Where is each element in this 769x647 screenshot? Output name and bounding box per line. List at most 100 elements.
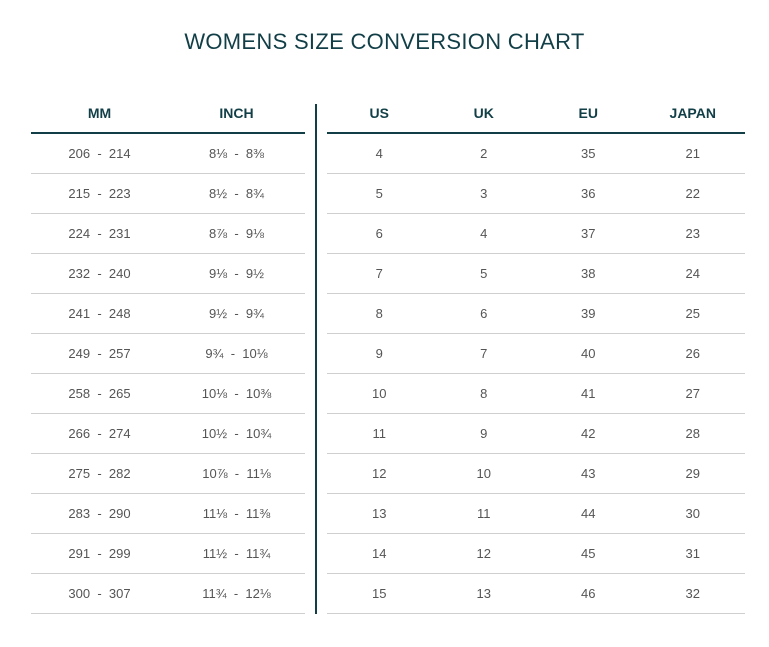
page-title: WOMENS SIZE CONVERSION CHART [184,29,585,54]
cell-us: 9 [375,346,383,361]
cell-eu: 45 [581,546,596,561]
cell-mm: 283 - 290 [68,506,131,521]
cell-inch: 11½ - 11¾ [202,546,271,561]
cell-mm: 300 - 307 [68,586,131,601]
cell-japan: 27 [685,386,700,401]
cell-japan: 24 [685,266,700,281]
cell-us: 10 [372,386,387,401]
cell-inch: 10⅛ - 10⅜ [201,386,272,401]
cell-uk: 7 [480,346,488,361]
header-mm: MM [87,105,112,121]
cell-eu: 39 [581,306,596,321]
cell-uk: 2 [480,146,488,161]
cell-uk: 9 [480,426,488,441]
cell-eu: 37 [581,226,596,241]
cell-mm: 232 - 240 [68,266,131,281]
table-row: 232 - 240 9⅛ - 9½ [31,254,305,294]
cell-us: 7 [375,266,383,281]
cell-uk: 5 [480,266,488,281]
table-row: 206 - 214 8⅛ - 8⅜ [31,134,305,174]
cell-inch: 10⅞ - 11⅛ [202,466,271,481]
cell-eu: 43 [581,466,596,481]
table-row: 7 5 38 24 [327,254,745,294]
cell-inch: 11⅛ - 11⅜ [202,506,271,521]
cell-mm: 241 - 248 [68,306,131,321]
table-row: 300 - 307 11¾ - 12⅛ [31,574,305,614]
table-row: 275 - 282 10⅞ - 11⅛ [31,454,305,494]
cell-us: 11 [372,426,387,441]
header-japan: JAPAN [669,105,716,121]
cell-japan: 21 [685,146,700,161]
cell-uk: 13 [476,586,491,601]
cell-japan: 25 [685,306,700,321]
table-row: 249 - 257 9¾ - 10⅛ [31,334,305,374]
cell-inch: 9½ - 9¾ [209,306,264,321]
table-row: 15 13 46 32 [327,574,745,614]
header-inch: INCH [219,105,254,121]
cell-japan: 22 [685,186,700,201]
cell-us: 6 [375,226,383,241]
table-header: US UK EU JAPAN [327,94,745,134]
cell-inch: 8⅛ - 8⅜ [209,146,264,161]
header-uk: UK [473,105,494,121]
cell-us: 8 [375,306,383,321]
column-divider [315,104,317,614]
cell-inch: 10½ - 10¾ [201,426,272,441]
cell-us: 5 [375,186,383,201]
cell-eu: 35 [581,146,596,161]
table-row: 291 - 299 11½ - 11¾ [31,534,305,574]
cell-us: 13 [372,506,387,521]
cell-mm: 291 - 299 [68,546,131,561]
cell-inch: 8⅞ - 9⅛ [209,226,264,241]
cell-eu: 46 [581,586,596,601]
cell-uk: 8 [480,386,488,401]
table-row: 10 8 41 27 [327,374,745,414]
cell-eu: 42 [581,426,596,441]
table-row: 8 6 39 25 [327,294,745,334]
cell-inch: 9¾ - 10⅛ [205,346,268,361]
table-row: 258 - 265 10⅛ - 10⅜ [31,374,305,414]
cell-eu: 44 [581,506,596,521]
cell-japan: 28 [685,426,700,441]
cell-us: 12 [372,466,387,481]
table-body: 4 2 35 21 5 3 36 22 6 4 37 23 7 5 38 24 8 6 39 25 9 7 40 26 10 8 4… [327,134,745,614]
cell-japan: 32 [685,586,700,601]
table-row: 266 - 274 10½ - 10¾ [31,414,305,454]
table-row: 11 9 42 28 [327,414,745,454]
table-row: 12 10 43 29 [327,454,745,494]
header-eu: EU [578,105,598,121]
cell-uk: 4 [480,226,488,241]
cell-uk: 3 [480,186,488,201]
cell-japan: 29 [685,466,700,481]
header-us: US [369,105,389,121]
table-row: 283 - 290 11⅛ - 11⅜ [31,494,305,534]
cell-inch: 8½ - 8¾ [209,186,264,201]
table-row: 13 11 44 30 [327,494,745,534]
cell-inch: 9⅛ - 9½ [209,266,264,281]
table-row: 14 12 45 31 [327,534,745,574]
cell-mm: 206 - 214 [68,146,131,161]
cell-mm: 275 - 282 [68,466,131,481]
table-row: 5 3 36 22 [327,174,745,214]
cell-us: 15 [372,586,387,601]
cell-uk: 10 [476,466,491,481]
size-table-mm-inch: MM INCH 206 - 214 8⅛ - 8⅜ 215 - 223 8½ - 8¾… [31,94,305,614]
table-row: 6 4 37 23 [327,214,745,254]
cell-japan: 26 [685,346,700,361]
cell-us: 4 [375,146,383,161]
cell-mm: 224 - 231 [68,226,131,241]
cell-mm: 249 - 257 [68,346,131,361]
cell-uk: 12 [476,546,491,561]
cell-us: 14 [372,546,387,561]
cell-eu: 40 [581,346,596,361]
table-header: MM INCH [31,94,305,134]
cell-uk: 11 [477,506,491,521]
table-row: 241 - 248 9½ - 9¾ [31,294,305,334]
table-row: 224 - 231 8⅞ - 9⅛ [31,214,305,254]
size-table-us-uk-eu-japan: US UK EU JAPAN 4 2 35 21 5 3 36 22 6 4 3 7 2 3 7 5 3 8 24 8… [327,94,745,614]
cell-eu: 36 [581,186,596,201]
cell-eu: 41 [581,386,596,401]
cell-japan: 31 [685,546,700,561]
cell-mm: 215 - 223 [68,186,131,201]
cell-mm: 266 - 274 [68,426,131,441]
